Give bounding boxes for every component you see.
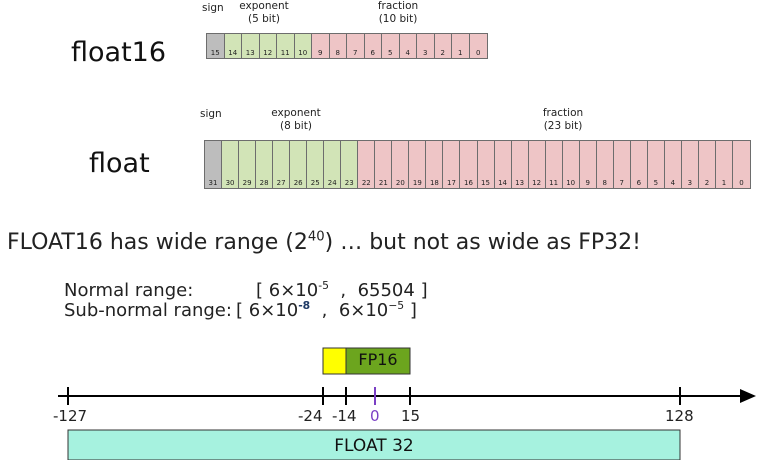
exponent-bit-30: 30 — [222, 141, 240, 188]
tick-label-15: 15 — [401, 407, 421, 425]
tick-label-neg127: -127 — [53, 407, 88, 425]
fraction-bit-15: 15 — [477, 141, 495, 188]
subnormal-range-value: [ 6×10-8 , 6×10−5 ] — [236, 299, 417, 321]
normal-lo-exp: -5 — [318, 279, 329, 292]
exponent-bit-10: 10 — [294, 34, 312, 58]
fraction-bit-14: 14 — [494, 141, 512, 188]
headline: FLOAT16 has wide range (240) … but not a… — [7, 230, 641, 255]
exponent-bit-27: 27 — [273, 141, 291, 188]
fraction-bit-20: 20 — [392, 141, 410, 188]
fp32-region — [67, 429, 681, 460]
normal-hi: 65504 — [357, 280, 415, 301]
fp16-label: FP16 — [358, 350, 398, 369]
fraction-bit-18: 18 — [426, 141, 444, 188]
exponent-bit-24: 24 — [324, 141, 342, 188]
exponent-bit-11: 11 — [277, 34, 295, 58]
fraction-bit-4: 4 — [399, 34, 417, 58]
fp32-label: FLOAT 32 — [334, 436, 414, 456]
tick-label-neg24: -24 — [298, 407, 323, 425]
fraction-bit-4: 4 — [664, 141, 682, 188]
fraction-bit-7: 7 — [347, 34, 365, 58]
tick-label-neg14: -14 — [332, 407, 357, 425]
exponent-bit-13: 13 — [242, 34, 260, 58]
fraction-bit-2: 2 — [698, 141, 716, 188]
f16-exponent-bits: (5 bit) — [248, 13, 280, 25]
fraction-bit-8: 8 — [329, 34, 347, 58]
fraction-bit-7: 7 — [613, 141, 631, 188]
fraction-bit-6: 6 — [630, 141, 648, 188]
fraction-bit-0: 0 — [732, 141, 750, 188]
subnormal-hi-exp: −5 — [388, 299, 405, 312]
f16-fraction-header: fraction (10 bit) — [370, 0, 426, 26]
fraction-bit-3: 3 — [681, 141, 699, 188]
f16-sign-header: sign — [202, 2, 224, 14]
headline-prefix: FLOAT16 has wide range (2 — [7, 230, 308, 255]
fraction-bit-11: 11 — [545, 141, 563, 188]
normal-range-label: Normal range: — [64, 280, 194, 301]
fraction-bit-2: 2 — [434, 34, 452, 58]
fraction-bit-5: 5 — [382, 34, 400, 58]
fp16-region — [345, 347, 411, 375]
exponent-bit-26: 26 — [290, 141, 308, 188]
subnormal-lo-exp: -8 — [298, 299, 311, 312]
subnormal-hi-base: 6×10 — [338, 300, 389, 321]
fraction-bit-13: 13 — [511, 141, 529, 188]
exponent-bit-23: 23 — [341, 141, 359, 188]
f32-fraction-title: fraction — [542, 107, 584, 119]
tick-label-128: 128 — [665, 407, 694, 425]
tick-label-zero: 0 — [370, 407, 380, 425]
subnormal-region — [322, 347, 347, 375]
exponent-bit-28: 28 — [256, 141, 274, 188]
exponent-bit-12: 12 — [259, 34, 277, 58]
f32-exponent-header: exponent (8 bit) — [266, 107, 326, 133]
fraction-bit-17: 17 — [443, 141, 461, 188]
f32-fraction-header: fraction (23 bit) — [533, 107, 593, 133]
f16-fraction-title: fraction — [377, 0, 419, 12]
f32-exponent-title: exponent — [271, 107, 321, 119]
float32-bit-row: 31 30 29 28 27 26 25 24 23 22 21 20 19 18 17 16 15 14 13 12… — [204, 140, 751, 189]
fraction-bit-8: 8 — [596, 141, 614, 188]
exponent-bit-14: 14 — [224, 34, 242, 58]
fraction-bit-3: 3 — [417, 34, 435, 58]
float16-label: float16 — [71, 37, 167, 68]
fraction-bit-22: 22 — [358, 141, 376, 188]
fraction-bit-21: 21 — [375, 141, 393, 188]
headline-suffix: ) … but not as wide as FP32! — [324, 230, 641, 255]
subnormal-range-label: Sub-normal range: — [64, 300, 232, 321]
fraction-bit-9: 9 — [579, 141, 597, 188]
f16-exponent-header: exponent (5 bit) — [236, 0, 292, 26]
sign-bit-31: 31 — [205, 141, 223, 188]
fraction-bit-12: 12 — [528, 141, 546, 188]
fraction-bit-16: 16 — [460, 141, 478, 188]
exponent-bit-29: 29 — [239, 141, 257, 188]
range-number-line — [58, 347, 756, 460]
f32-fraction-bits: (23 bit) — [543, 120, 583, 132]
fraction-bit-0: 0 — [469, 34, 487, 58]
subnormal-lo-base: 6×10 — [248, 300, 299, 321]
fraction-bit-9: 9 — [312, 34, 330, 58]
f32-exponent-bits: (8 bit) — [280, 120, 312, 132]
fraction-bit-5: 5 — [647, 141, 665, 188]
fraction-bit-10: 10 — [562, 141, 580, 188]
f32-sign-header: sign — [200, 108, 222, 120]
fraction-bit-6: 6 — [364, 34, 382, 58]
float16-bit-row: 15 14 13 12 11 10 9 8 7 6 5 4 3 2 1 0 — [206, 33, 488, 59]
float-label: float — [89, 148, 150, 179]
normal-range-value: [ 6×10-5 , 65504 ] — [256, 279, 428, 301]
exponent-bit-25: 25 — [307, 141, 325, 188]
axis-arrowhead — [740, 389, 756, 403]
f16-exponent-title: exponent — [239, 0, 289, 12]
fraction-bit-1: 1 — [452, 34, 470, 58]
fraction-bit-1: 1 — [715, 141, 733, 188]
normal-lo-base: 6×10 — [268, 280, 319, 301]
fraction-bit-19: 19 — [409, 141, 427, 188]
sign-bit-15: 15 — [207, 34, 225, 58]
headline-exponent: 40 — [307, 229, 325, 245]
f16-fraction-bits: (10 bit) — [378, 13, 418, 25]
